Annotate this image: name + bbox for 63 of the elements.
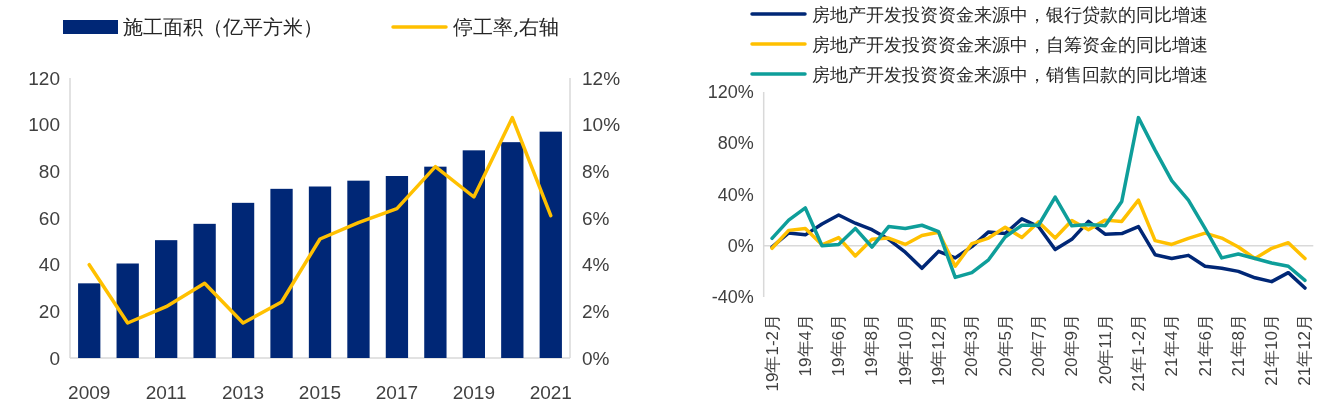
legend-label: 房地产开发投资资金来源中，银行贷款的同比增速 — [812, 3, 1208, 25]
bar — [462, 150, 485, 358]
line-series — [87, 115, 553, 325]
x-tick-label: 21年12月 — [1295, 314, 1315, 386]
x-tick-label: 21年1-2月 — [1128, 314, 1148, 392]
y2-tick-label: 2% — [582, 300, 610, 322]
bar — [270, 188, 293, 358]
bar — [347, 180, 370, 358]
y-tick-label: 100 — [28, 114, 60, 136]
bar — [231, 202, 255, 358]
y2-tick-label: 6% — [582, 207, 610, 229]
y-tick-label: 0% — [727, 235, 754, 256]
x-tick-label: 19年12月 — [929, 314, 949, 386]
bar — [193, 223, 216, 358]
y-tick-label: 80% — [717, 133, 754, 154]
x-tick-label: 2009 — [68, 381, 111, 403]
bar — [424, 166, 447, 358]
x-tick-label: 2011 — [145, 381, 187, 403]
bar — [116, 263, 139, 358]
y2-tick-label: 0% — [582, 347, 610, 369]
y-tick-label: -40% — [711, 287, 754, 307]
bar — [78, 283, 101, 358]
x-tick-label: 20年9月 — [1062, 314, 1082, 377]
y2-tick-label: 4% — [582, 254, 610, 276]
x-tick-label: 19年10月 — [895, 314, 915, 386]
bar — [501, 142, 524, 358]
y-tick-label: 60 — [38, 207, 60, 229]
y2-tick-label: 10% — [582, 114, 621, 136]
legend-label: 房地产开发投资资金来源中，自筹资金的同比增速 — [812, 33, 1208, 55]
legend-label: 施工面积（亿平方米） — [123, 15, 323, 39]
y-tick-label: 40% — [717, 184, 754, 205]
x-tick-label: 20年3月 — [962, 314, 982, 377]
bar — [385, 176, 409, 358]
y2-tick-label: 8% — [582, 160, 610, 182]
x-tick-label: 19年1-2月 — [762, 314, 782, 392]
y-tick-label: 20 — [38, 300, 60, 322]
y-tick-label: 120 — [28, 67, 60, 89]
x-tick-label: 2019 — [452, 381, 495, 403]
legend-label: 房地产开发投资资金来源中，销售回款的同比增速 — [812, 63, 1208, 85]
y-tick-label: 0 — [49, 347, 60, 369]
line-series — [770, 115, 1307, 283]
bar — [155, 240, 178, 358]
x-tick-label: 2013 — [221, 381, 265, 403]
x-tick-label: 2015 — [298, 381, 342, 403]
x-tick-label: 20年7月 — [1029, 314, 1048, 377]
x-tick-label: 19年8月 — [862, 314, 882, 377]
x-tick-label: 19年4月 — [795, 314, 815, 377]
x-tick-label: 20年11月 — [1095, 314, 1115, 385]
y-tick-label: 120% — [707, 82, 754, 102]
x-tick-label: 21年4月 — [1162, 314, 1182, 377]
x-tick-label: 21年6月 — [1195, 314, 1215, 377]
x-tick-label: 21年10月 — [1262, 314, 1282, 386]
x-tick-label: 2017 — [375, 381, 419, 403]
y-tick-label: 80 — [38, 160, 60, 182]
y-tick-label: 40 — [38, 254, 60, 276]
bar — [539, 131, 562, 358]
x-tick-label: 20年5月 — [995, 314, 1015, 377]
x-tick-label: 19年6月 — [829, 314, 849, 377]
bar — [308, 186, 332, 358]
y2-tick-label: 12% — [582, 67, 621, 89]
legend-label: 停工率,右轴 — [453, 15, 560, 39]
x-tick-label: 21年8月 — [1228, 314, 1248, 377]
x-tick-label: 2021 — [529, 381, 572, 403]
